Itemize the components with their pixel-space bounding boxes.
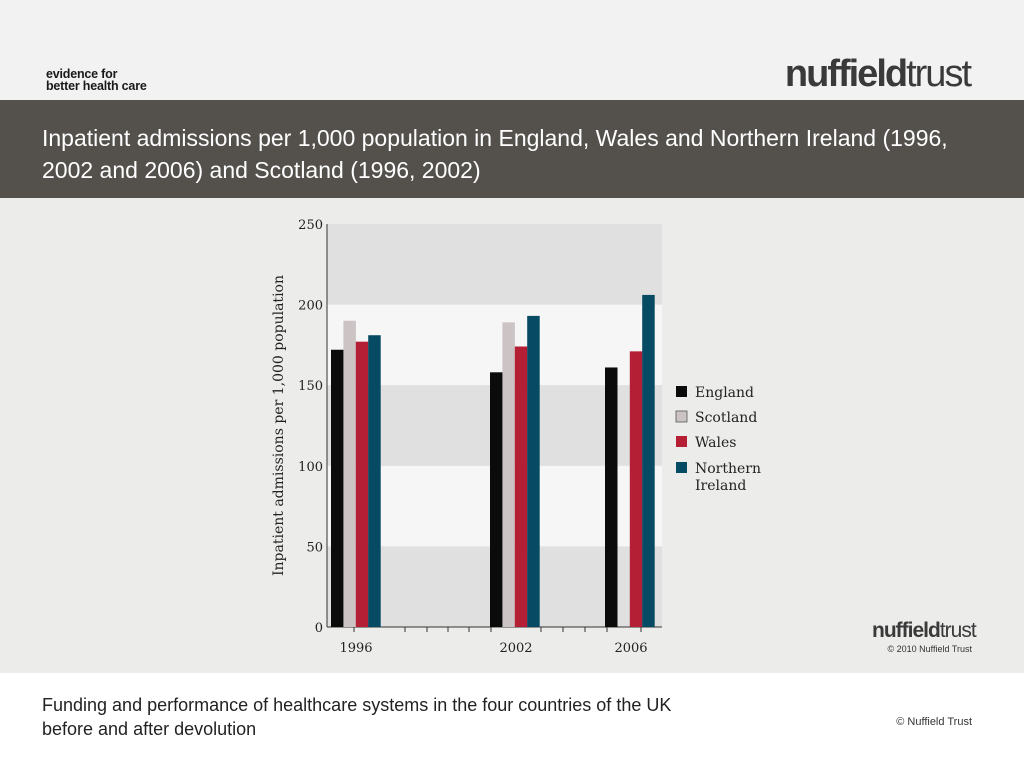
legend-swatch-wales <box>676 436 687 447</box>
y-tick-label: 50 <box>306 540 323 555</box>
chart-logo-part-1: nuffield <box>872 619 941 642</box>
bar-scotland-2002 <box>502 322 515 627</box>
y-tick-label: 150 <box>298 379 323 394</box>
nuffield-trust-logo: nuffieldtrust <box>784 52 972 96</box>
logo-part-2: trust <box>906 53 972 95</box>
bar-wales-1996 <box>355 341 369 627</box>
slide-title: Inpatient admissions per 1,000 populatio… <box>42 125 948 183</box>
bar-england-2006 <box>605 367 618 627</box>
tagline-line-1: evidence for <box>46 67 118 81</box>
grid-band <box>327 224 662 305</box>
tagline: evidence for better health care <box>46 67 147 93</box>
bar-england-1996 <box>331 349 344 627</box>
footer-copyright: © Nuffield Trust <box>896 716 972 728</box>
legend-label: Wales <box>695 435 736 451</box>
bar-wales-2002 <box>514 346 528 627</box>
footer-caption: Funding and performance of healthcare sy… <box>42 695 672 739</box>
bar-chart: 0 50 100 150 200 250 Inpatient admissions per … <box>271 218 761 656</box>
y-tick-label: 0 <box>315 621 323 636</box>
y-tick-label: 250 <box>298 218 323 233</box>
bar-northern-ireland-2002 <box>527 315 540 627</box>
y-tick-label: 100 <box>298 460 323 475</box>
x-tick-label: 1996 <box>339 641 372 656</box>
chart-logo-part-2: trust <box>939 619 977 642</box>
legend-swatch-northern-ireland <box>676 462 687 473</box>
title-bar <box>0 100 1024 198</box>
y-tick-label: 200 <box>298 299 323 314</box>
legend-swatch-england <box>676 386 687 397</box>
legend-label: Scotland <box>695 410 757 426</box>
bar-northern-ireland-1996 <box>368 335 381 627</box>
legend-swatch-scotland <box>675 410 688 423</box>
bar-wales-2006 <box>629 351 643 627</box>
chart-logo: nuffieldtrust <box>872 619 977 642</box>
y-axis-label: Inpatient admissions per 1,000 populatio… <box>271 275 287 576</box>
bar-scotland-1996 <box>343 320 356 627</box>
legend-label: England <box>695 385 754 401</box>
legend-label: Northern <box>695 461 761 477</box>
tagline-line-2: better health care <box>46 79 147 93</box>
header-band <box>0 0 1024 100</box>
legend-label: Ireland <box>695 478 746 494</box>
bar-northern-ireland-2006 <box>642 294 655 627</box>
x-tick-label: 2002 <box>499 641 532 656</box>
chart-area: 0 50 100 150 200 250 Inpatient admissions per … <box>0 198 1024 673</box>
x-tick-label: 2006 <box>614 641 647 656</box>
chart-copyright: © 2010 Nuffield Trust <box>887 644 972 654</box>
bar-england-2002 <box>490 372 503 627</box>
logo-part-1: nuffield <box>784 53 908 95</box>
